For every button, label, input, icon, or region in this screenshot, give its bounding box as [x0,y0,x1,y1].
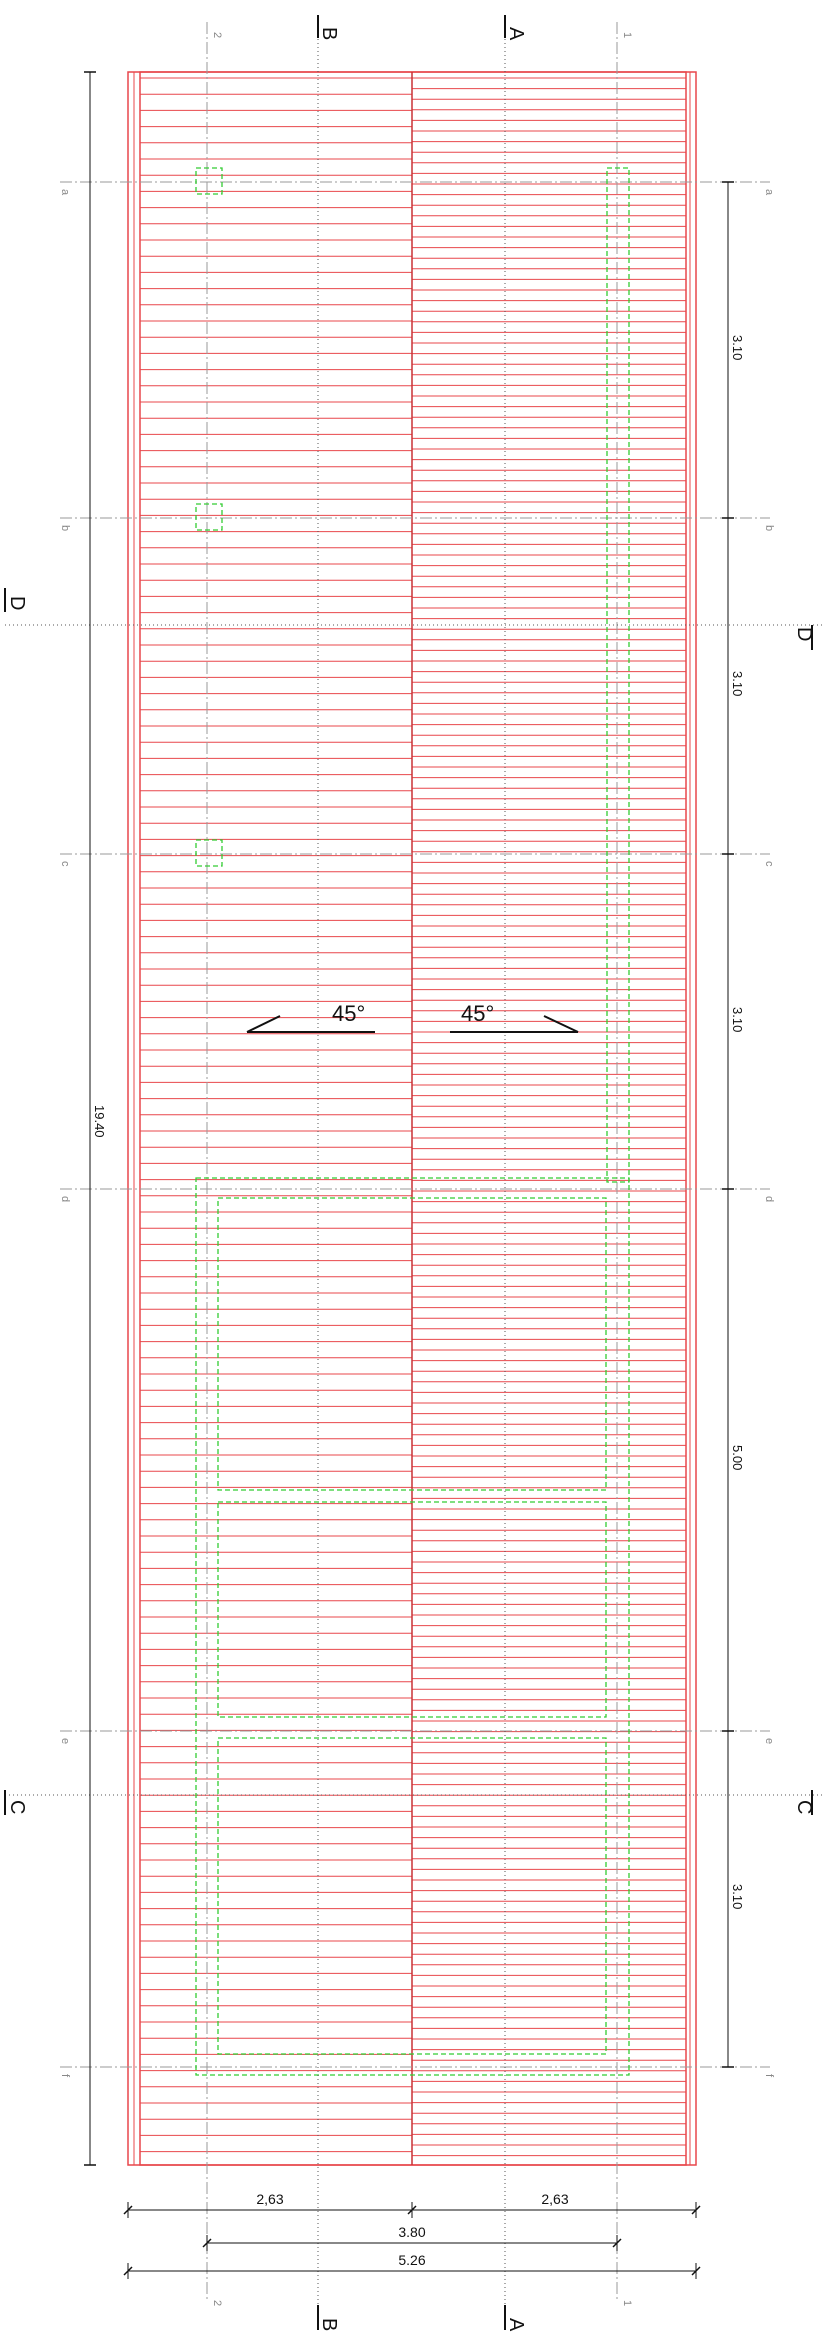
dim-span-b-c: 3.10 [730,671,745,696]
axis-label-e-left: e [59,1738,71,1744]
dim-span-d-e: 5.00 [730,1445,745,1470]
slab-outline-panel-2 [217,1501,607,1718]
section-label-A-bottom: A [505,2318,527,2332]
axis-label-a-left: a [59,189,71,196]
axis-label-d-right: d [763,1196,775,1202]
column-outline [195,839,223,867]
dim-total-length: 19.40 [92,1105,107,1138]
dim-tick [691,2205,701,2215]
axis-label-e-right: e [763,1738,775,1744]
dim-tick [202,2238,212,2248]
axis-label-f-left: f [59,2074,71,2078]
slope-left-label: 45° [332,1001,365,1026]
slab-outline-panel-1 [217,1197,607,1491]
axis-label-b-left: b [59,525,71,531]
section-label-A-top: A [505,27,527,41]
section-label-D-right: D [793,627,815,641]
dim-tick [407,2205,417,2215]
axis-label-2-top: 2 [211,32,223,38]
section-label-B-bottom: B [318,2318,340,2331]
section-label-B-top: B [318,27,340,40]
slab-outline-panel-3 [217,1737,607,2055]
axis-label-a-right: a [763,189,775,196]
axis-label-d-left: d [59,1196,71,1202]
axis-label-1-top: 1 [621,32,633,38]
section-label-C-left: C [6,1800,28,1814]
axis-label-f-right: f [763,2074,775,2078]
column-outline [195,167,223,195]
slab-outline-outer [195,1177,630,2076]
axis-label-c-left: c [59,861,71,867]
slope-right-arrow [543,1015,579,1033]
slope-right-label: 45° [461,1001,494,1026]
dim-half-left: 2,63 [256,2191,283,2207]
axis-label-1-bottom: 1 [621,2300,633,2306]
roof-outline-inner [139,71,687,2166]
dim-span-e-f: 3.10 [730,1884,745,1909]
axis-label-b-right: b [763,525,775,531]
dim-span-a-b: 3.10 [730,335,745,360]
dim-half-right: 2,63 [541,2191,568,2207]
axis-label-c-right: c [763,861,775,867]
dim-tick [691,2266,701,2276]
dim-axis-width: 3.80 [398,2224,425,2240]
axis-label-2-bottom: 2 [211,2300,223,2306]
dim-span-c-d: 3.10 [730,1007,745,1032]
column-outline [195,503,223,531]
dim-tick [612,2238,622,2248]
beam-outline-right [606,167,630,1183]
section-label-C-right: C [793,1800,815,1814]
dim-tick [123,2205,133,2215]
dim-tick [123,2266,133,2276]
dim-total-width: 5.26 [398,2252,425,2268]
slope-left-arrow [246,1015,281,1033]
section-label-D-left: D [6,596,28,610]
